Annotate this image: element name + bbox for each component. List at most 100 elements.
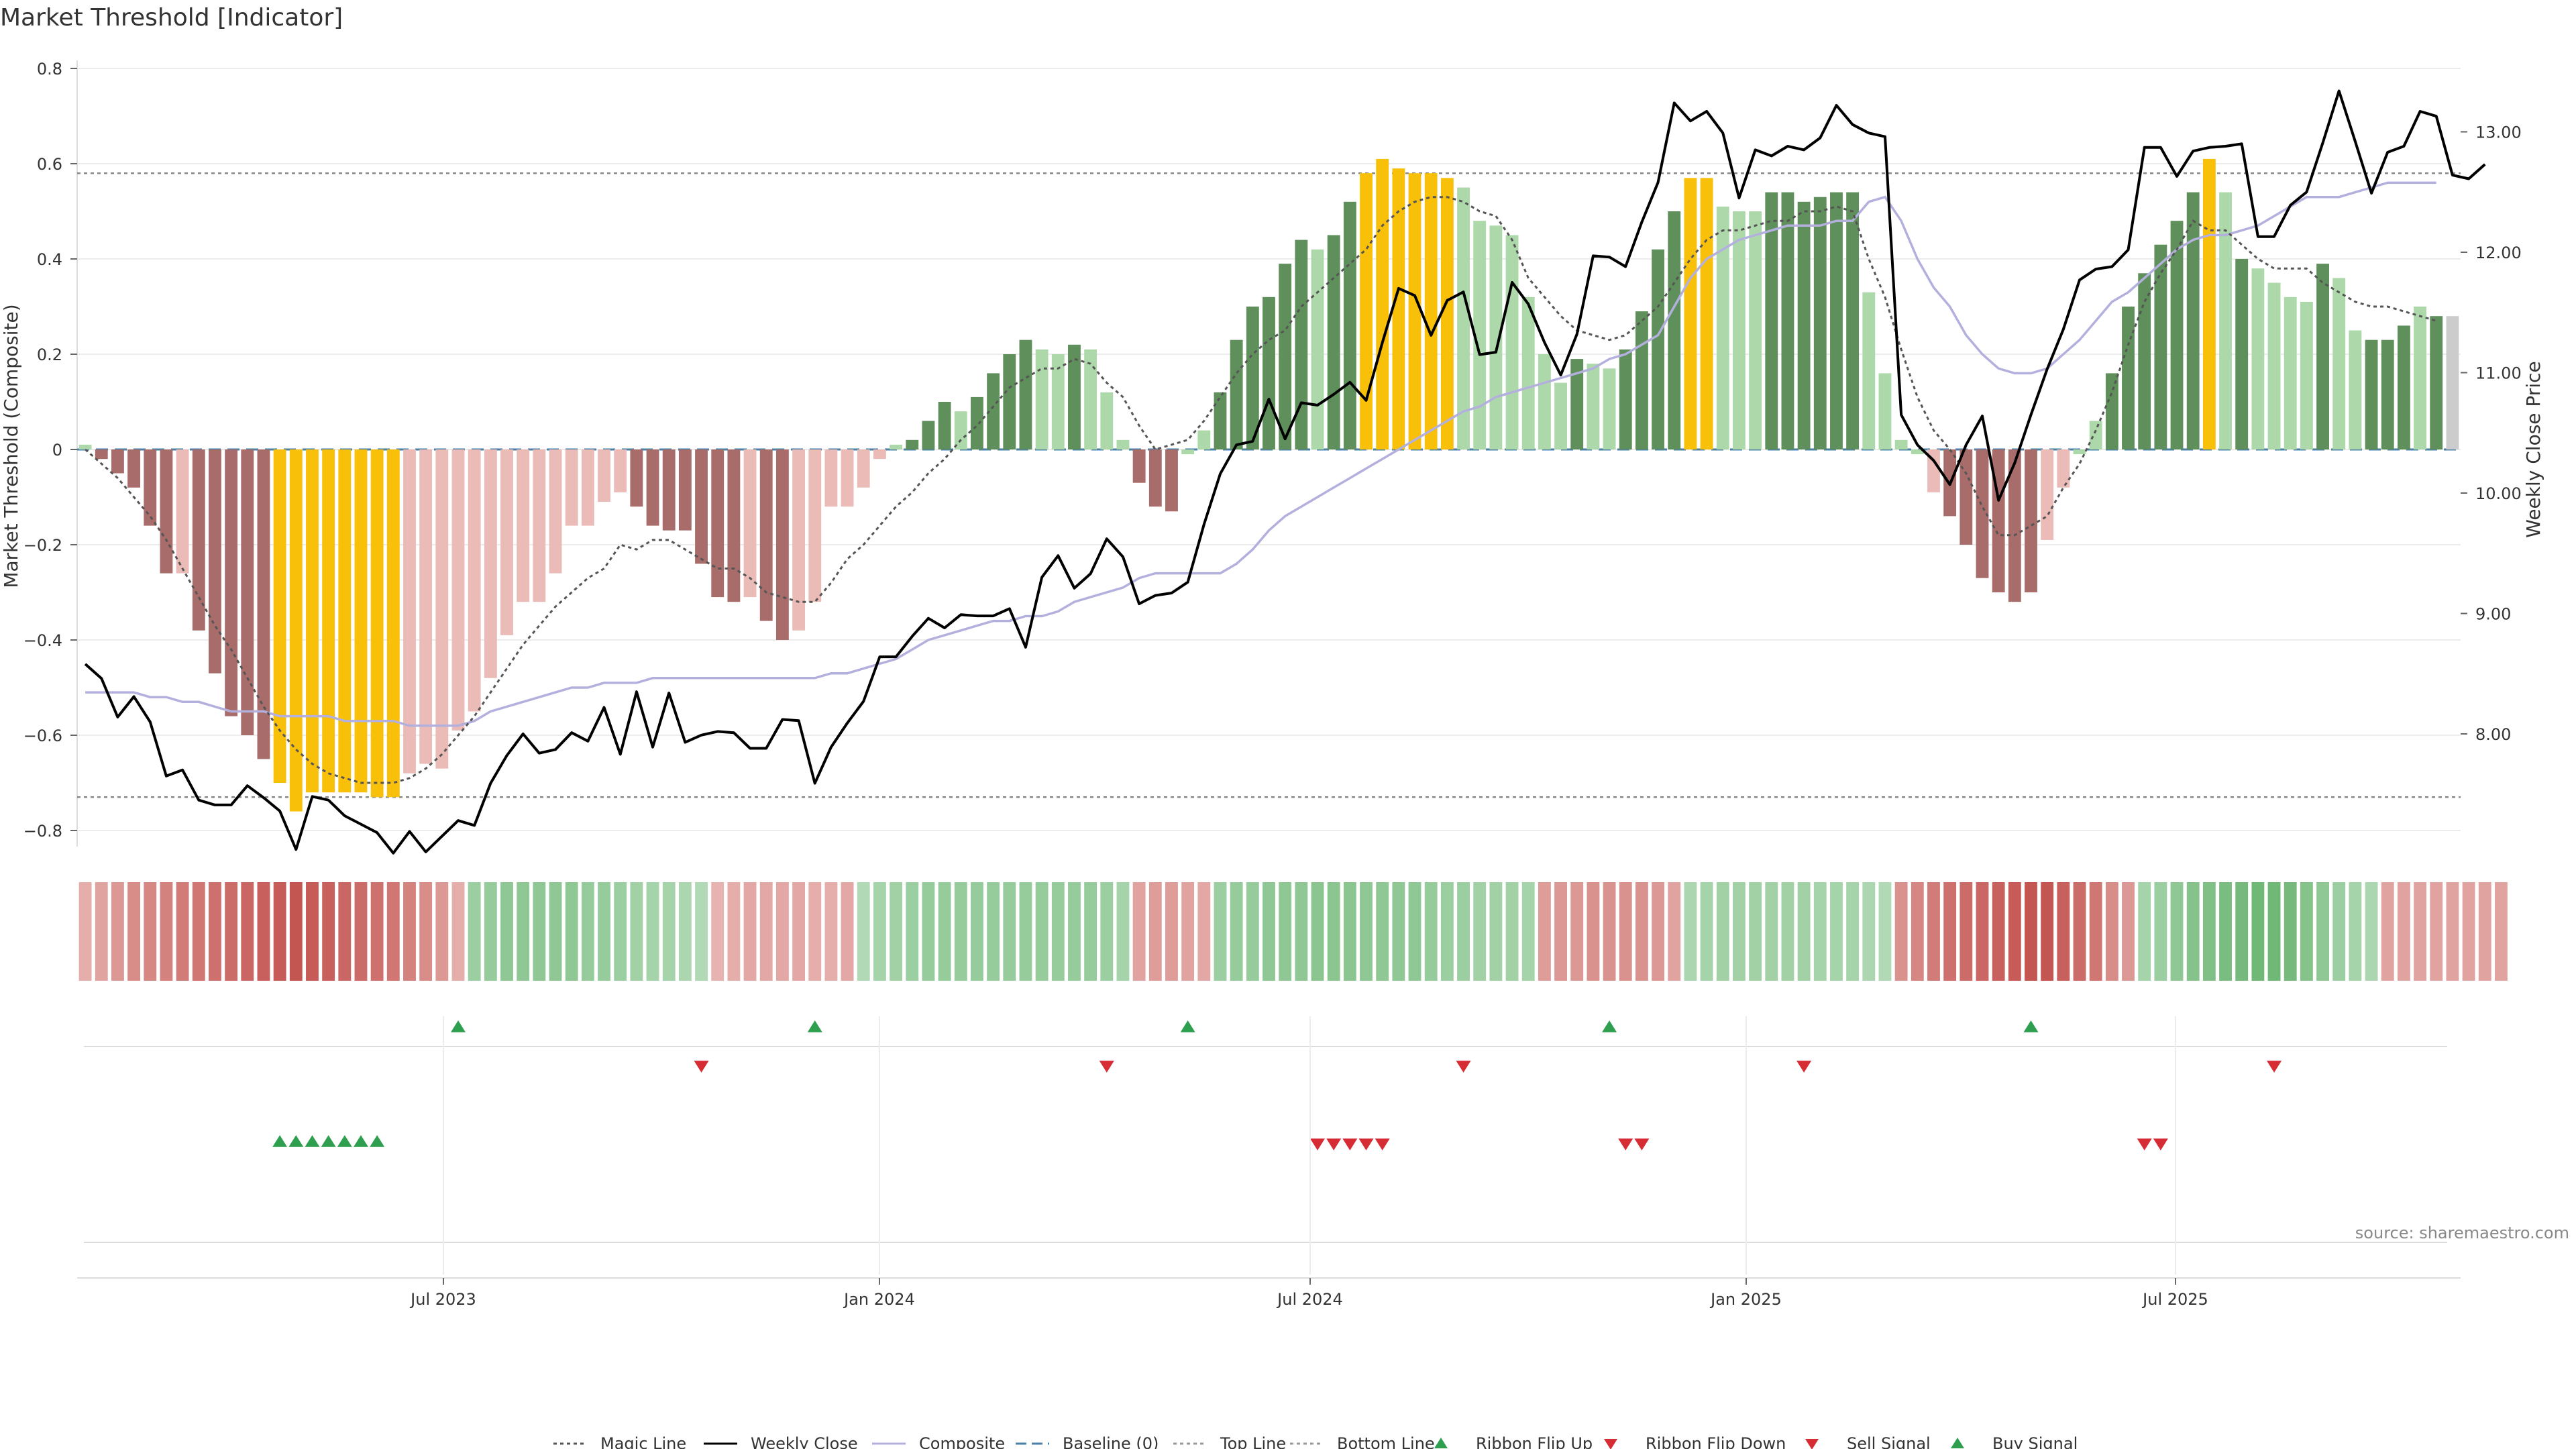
ribbon-cell: [1781, 882, 1794, 981]
buy-signal-marker: [272, 1135, 288, 1147]
composite-bar: [2219, 192, 2232, 449]
ribbon-cell: [1165, 882, 1178, 981]
ribbon-cell: [922, 882, 935, 981]
composite-bar: [2041, 449, 2054, 540]
ribbon-cell: [1263, 882, 1275, 981]
legend-marker: [1604, 1439, 1617, 1449]
ribbon-cell: [1246, 882, 1259, 981]
ribbon-cell: [2381, 882, 2394, 981]
y-tick-label-left: 0.8: [37, 60, 62, 78]
y-tick-label-left: 0.6: [37, 155, 62, 174]
composite-bar: [598, 449, 610, 502]
composite-bars: [78, 158, 2459, 812]
composite-bar: [1911, 449, 1924, 455]
legend-label: Baseline (0): [1063, 1434, 1159, 1449]
composite-bar: [695, 449, 708, 564]
ribbon-cell: [1084, 882, 1097, 981]
x-tick-label: Jul 2024: [1276, 1290, 1343, 1309]
ribbon-cell: [1068, 882, 1081, 981]
composite-bar: [1408, 173, 1421, 449]
composite-bar: [1521, 297, 1535, 449]
ribbon-cell: [403, 882, 416, 981]
magic-line: [85, 196, 2437, 784]
composite-bar: [2414, 307, 2427, 449]
ribbon-cell: [711, 882, 724, 981]
ribbon-cell: [1279, 882, 1292, 981]
ribbon-flip-up-marker: [807, 1020, 822, 1032]
ribbon-cell: [192, 882, 205, 981]
ribbon-cell: [1035, 882, 1049, 981]
legend-marker: [1434, 1438, 1448, 1448]
ribbon-cell: [1635, 882, 1648, 981]
composite-bar: [808, 449, 822, 602]
composite-bar: [1019, 339, 1032, 449]
ribbon-cell: [2170, 882, 2184, 981]
composite-bar: [1279, 264, 1292, 449]
composite-bar: [906, 439, 919, 449]
composite-bar: [1327, 235, 1340, 449]
composite-bar: [2025, 449, 2037, 592]
legend-label: Sell Signal: [1847, 1434, 1931, 1449]
ribbon-cell: [2251, 882, 2265, 981]
ribbon-cell: [906, 882, 919, 981]
composite-bar: [1165, 449, 1178, 512]
composite-bar: [759, 449, 773, 621]
composite-bar: [1700, 178, 1713, 449]
composite-bar: [2267, 282, 2281, 449]
composite-bar: [176, 449, 189, 574]
ribbon-cell: [1327, 882, 1340, 981]
ribbon-cell: [1797, 882, 1811, 981]
ribbon-cell: [500, 882, 513, 981]
buy-signal-marker: [353, 1135, 368, 1147]
y-tick-label-right: 9.00: [2475, 605, 2511, 624]
signal-rows: [77, 1020, 2461, 1279]
ribbon-cell: [890, 882, 903, 981]
ribbon-cell: [971, 882, 983, 981]
ribbon-cell: [759, 882, 773, 981]
ribbon-cell: [792, 882, 805, 981]
ribbon-cell: [289, 882, 303, 981]
ribbon-cell: [1343, 882, 1356, 981]
composite-bar: [792, 449, 805, 631]
ribbon-flip-down-marker: [694, 1061, 709, 1073]
ribbon-cell: [630, 882, 643, 981]
ribbon-cell: [1684, 882, 1697, 981]
composite-bar: [2122, 307, 2135, 449]
legend-item: Ribbon Flip Up: [1434, 1434, 1593, 1449]
composite-bar: [1733, 211, 1746, 449]
composite-bar: [662, 449, 676, 531]
legend: Magic Line Weekly Close Composite Baseline …: [553, 1434, 2078, 1449]
ribbon-cell: [581, 882, 594, 981]
composite-bar: [2251, 268, 2265, 449]
composite-bar: [1619, 349, 1632, 449]
ribbon-cell: [1051, 882, 1065, 981]
composite-bar: [1830, 192, 1843, 449]
composite-bar: [500, 449, 513, 635]
composite-bar: [1749, 211, 1762, 449]
ribbon-cell: [678, 882, 692, 981]
composite-bar: [2235, 259, 2249, 449]
ribbon-strip: [78, 882, 2508, 981]
ribbon-cell: [306, 882, 319, 981]
legend-label: Magic Line: [600, 1434, 686, 1449]
ribbon-cell: [2041, 882, 2054, 981]
composite-bar: [419, 449, 433, 764]
ribbon-cell: [1214, 882, 1227, 981]
composite-bar: [2284, 297, 2297, 449]
legend-item: Top Line: [1173, 1434, 1286, 1449]
composite-bar: [338, 449, 352, 793]
composite-bar: [2332, 278, 2346, 449]
composite-bar: [354, 449, 368, 793]
sell-signal-marker: [1375, 1138, 1390, 1150]
legend-label: Composite: [919, 1434, 1005, 1449]
ribbon-cell: [1181, 882, 1195, 981]
legend-marker: [1951, 1438, 1964, 1448]
ribbon-cell: [1230, 882, 1243, 981]
composite-bar: [1603, 368, 1616, 449]
composite-bar: [1197, 430, 1211, 449]
composite-bar: [873, 449, 886, 460]
composite-bar: [971, 396, 983, 449]
ribbon-cell: [841, 882, 854, 981]
chart-title: Market Threshold [Indicator]: [0, 4, 343, 32]
